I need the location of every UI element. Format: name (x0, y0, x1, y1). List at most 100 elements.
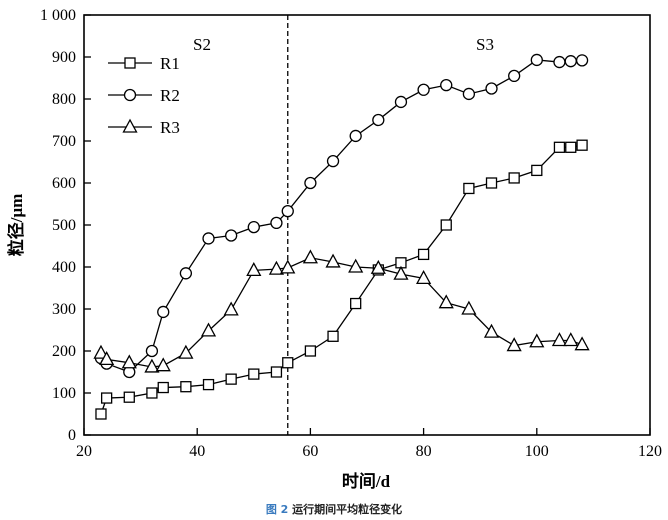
y-tick-label: 600 (52, 175, 76, 192)
data-point-r2 (530, 53, 543, 67)
y-tick-label: 500 (52, 217, 76, 234)
y-tick-label: 700 (52, 133, 76, 150)
data-point-r2 (304, 176, 317, 190)
y-tick-label: 200 (52, 343, 76, 360)
data-point-r3 (483, 323, 500, 338)
data-point-r1 (417, 248, 430, 261)
data-point-r1 (565, 141, 577, 153)
series-group (93, 53, 590, 420)
data-point-r2 (225, 229, 238, 242)
data-point-r1 (202, 378, 215, 391)
data-point-r3 (529, 333, 545, 348)
legend-triangle-icon (122, 118, 138, 133)
data-point-r2 (553, 55, 566, 69)
x-tick-label: 100 (525, 443, 549, 460)
data-point-r1 (485, 177, 498, 189)
data-point-r3 (93, 344, 109, 359)
data-point-r1 (463, 182, 475, 195)
data-point-r3 (178, 344, 194, 359)
y-tick-label: 0 (68, 427, 76, 444)
y-tick-label: 900 (52, 49, 76, 66)
data-point-r3 (121, 354, 137, 369)
axes: 20 40 60 80 100 120 0 100 200 300 400 500 600 700 800 9… (40, 7, 662, 460)
data-point-r1 (531, 164, 543, 177)
data-point-r2 (564, 55, 577, 68)
data-point-r3 (506, 337, 522, 352)
figure-number: 图 2 (265, 503, 289, 516)
x-axis-label: 时间/d (342, 471, 391, 491)
series-r3 (93, 249, 590, 373)
data-point-r2 (417, 83, 430, 96)
data-point-r3 (99, 351, 115, 366)
data-point-r3 (268, 260, 285, 275)
data-point-r3 (302, 249, 318, 264)
data-point-r1 (327, 330, 339, 342)
annotation-s2: S2 (193, 35, 211, 54)
data-point-r3 (246, 261, 262, 277)
data-point-r1 (248, 368, 260, 380)
legend-circle-icon (123, 88, 137, 102)
data-point-r3 (144, 358, 160, 373)
data-point-r2 (462, 87, 476, 101)
data-point-r2 (326, 155, 340, 168)
data-point-r2 (575, 54, 589, 67)
x-tick-label: 40 (189, 443, 205, 460)
data-point-r1 (270, 366, 283, 378)
data-point-r2 (372, 113, 385, 127)
data-point-r1 (576, 139, 588, 151)
x-tick-label: 80 (416, 443, 432, 460)
data-point-r3 (200, 322, 217, 337)
data-point-r1 (146, 387, 158, 399)
data-point-r1 (553, 141, 566, 153)
data-point-r1 (157, 381, 169, 394)
data-point-r1 (95, 408, 107, 420)
y-tick-label: 100 (52, 385, 76, 402)
data-point-r3 (348, 258, 364, 273)
data-point-r2 (202, 232, 215, 245)
data-point-r2 (349, 129, 362, 143)
line-chart: 20 40 60 80 100 120 0 100 200 300 400 500 600 700 800 9… (6, 7, 662, 491)
y-tick-label: 300 (52, 301, 76, 318)
data-point-r3 (370, 259, 386, 274)
data-point-r2 (157, 305, 170, 319)
data-point-r3 (563, 332, 579, 347)
data-point-r1 (282, 357, 294, 369)
caption-text: 运行期间平均粒径变化 (292, 503, 403, 516)
x-tick-label: 20 (76, 443, 92, 460)
data-point-r1 (100, 392, 113, 404)
data-point-r2 (394, 95, 408, 109)
data-point-r2 (281, 204, 294, 218)
data-point-r1 (180, 381, 192, 393)
data-point-r2 (440, 78, 453, 92)
y-tick-label: 1 000 (40, 7, 76, 24)
series-r1 (95, 139, 588, 420)
figure-caption: 图 2 运行期间平均粒径变化 (0, 501, 668, 517)
data-point-r2 (145, 344, 159, 358)
data-point-r3 (393, 265, 409, 280)
y-tick-label: 400 (52, 259, 76, 276)
data-point-r3 (325, 253, 341, 268)
data-point-r2 (247, 220, 260, 234)
x-tick-label: 120 (638, 443, 662, 460)
legend-square-icon (124, 57, 136, 69)
legend: R1 R2 R3 (108, 54, 180, 137)
data-point-r1 (508, 172, 520, 184)
series-r2 (94, 53, 589, 379)
x-tick-label: 60 (302, 443, 318, 460)
data-point-r1 (350, 297, 362, 310)
data-point-r1 (304, 345, 317, 357)
data-point-r1 (123, 391, 135, 403)
legend-label: R2 (160, 86, 180, 105)
data-point-r3 (461, 300, 477, 315)
data-point-r1 (225, 373, 237, 385)
data-point-r2 (485, 82, 498, 95)
data-point-r3 (551, 332, 568, 347)
data-point-r1 (440, 219, 452, 231)
data-point-r3 (155, 357, 171, 372)
data-point-r3 (416, 269, 432, 284)
data-point-r3 (223, 301, 239, 316)
series-line-r2 (100, 59, 583, 373)
data-point-r2 (508, 69, 521, 83)
legend-label: R3 (160, 118, 180, 137)
data-point-r3 (574, 336, 590, 351)
